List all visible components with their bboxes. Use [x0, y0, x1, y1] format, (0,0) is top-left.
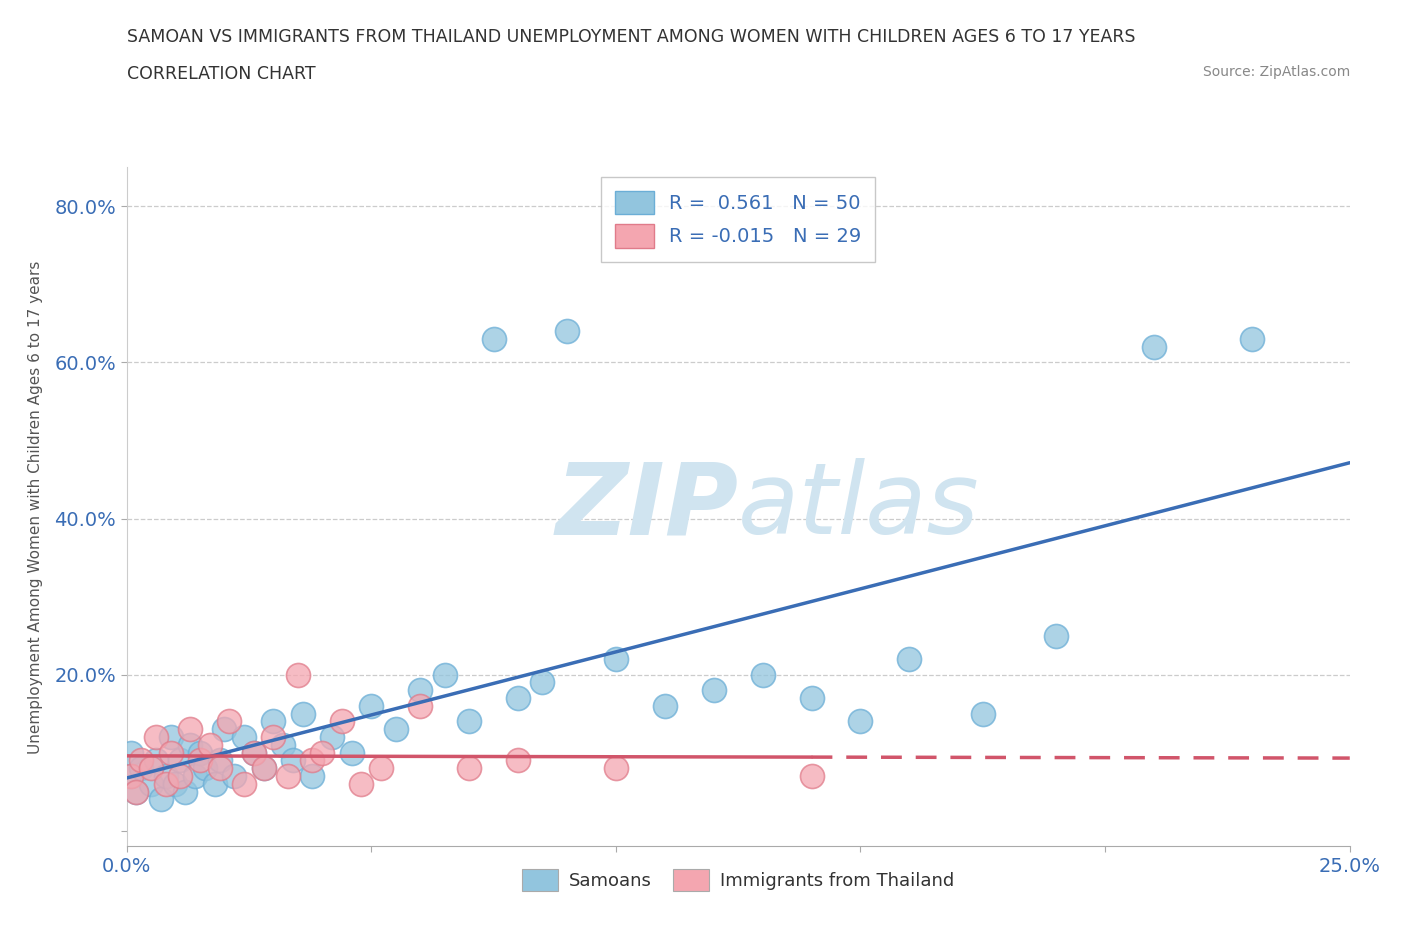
Point [350, 777, 373, 791]
Point [145, 753, 167, 768]
Point [252, 761, 274, 776]
Point [1045, 628, 1067, 643]
Point [218, 714, 240, 729]
Point [482, 332, 505, 347]
Point [208, 753, 231, 768]
Point [262, 730, 284, 745]
Point [155, 768, 177, 783]
Point [129, 753, 152, 768]
Point [287, 667, 309, 682]
Point [233, 730, 256, 745]
Point [311, 745, 333, 760]
Text: SAMOAN VS IMMIGRANTS FROM THAILAND UNEMPLOYMENT AMONG WOMEN WITH CHILDREN AGES 6: SAMOAN VS IMMIGRANTS FROM THAILAND UNEMP… [127, 28, 1135, 46]
Point [120, 768, 142, 783]
Point [174, 784, 197, 799]
Point [433, 667, 456, 682]
Text: atlas: atlas [738, 458, 980, 555]
Point [800, 768, 823, 783]
Point [277, 768, 299, 783]
Point [224, 768, 246, 783]
Point [165, 777, 187, 791]
Point [291, 706, 314, 721]
Point [198, 737, 221, 752]
Point [120, 745, 142, 760]
Point [139, 761, 162, 776]
Point [330, 714, 353, 729]
Point [252, 761, 274, 776]
Point [370, 761, 392, 776]
Point [972, 706, 994, 721]
Point [281, 753, 304, 768]
Legend: Samoans, Immigrants from Thailand: Samoans, Immigrants from Thailand [515, 862, 962, 898]
Point [169, 753, 191, 768]
Point [155, 777, 177, 791]
Point [214, 722, 236, 737]
Point [159, 730, 181, 745]
Point [409, 698, 432, 713]
Point [1143, 339, 1166, 354]
Point [125, 784, 148, 799]
Point [555, 324, 578, 339]
Point [301, 753, 323, 768]
Y-axis label: Unemployment Among Women with Children Ages 6 to 17 years: Unemployment Among Women with Children A… [28, 260, 44, 753]
Point [409, 683, 432, 698]
Point [188, 753, 211, 768]
Point [458, 761, 481, 776]
Point [194, 761, 217, 776]
Point [233, 777, 256, 791]
Point [208, 761, 231, 776]
Point [242, 745, 264, 760]
Point [506, 691, 529, 706]
Point [384, 722, 406, 737]
Point [271, 737, 294, 752]
Point [179, 722, 201, 737]
Point [204, 777, 226, 791]
Point [149, 792, 172, 807]
Point [605, 652, 627, 667]
Point [654, 698, 676, 713]
Point [849, 714, 872, 729]
Point [169, 768, 191, 783]
Point [188, 745, 211, 760]
Point [703, 683, 725, 698]
Point [145, 730, 167, 745]
Point [301, 768, 323, 783]
Point [139, 777, 162, 791]
Point [1240, 332, 1263, 347]
Point [751, 667, 773, 682]
Text: CORRELATION CHART: CORRELATION CHART [127, 65, 315, 83]
Point [531, 675, 554, 690]
Point [120, 768, 142, 783]
Point [605, 761, 627, 776]
Text: Source: ZipAtlas.com: Source: ZipAtlas.com [1202, 65, 1350, 79]
Point [242, 745, 264, 760]
Point [159, 745, 181, 760]
Point [360, 698, 382, 713]
Point [129, 761, 152, 776]
Text: ZIP: ZIP [555, 458, 738, 555]
Point [321, 730, 343, 745]
Point [898, 652, 921, 667]
Point [506, 753, 529, 768]
Point [800, 691, 823, 706]
Point [262, 714, 284, 729]
Point [184, 768, 207, 783]
Point [340, 745, 363, 760]
Point [125, 784, 148, 799]
Point [179, 737, 201, 752]
Point [458, 714, 481, 729]
